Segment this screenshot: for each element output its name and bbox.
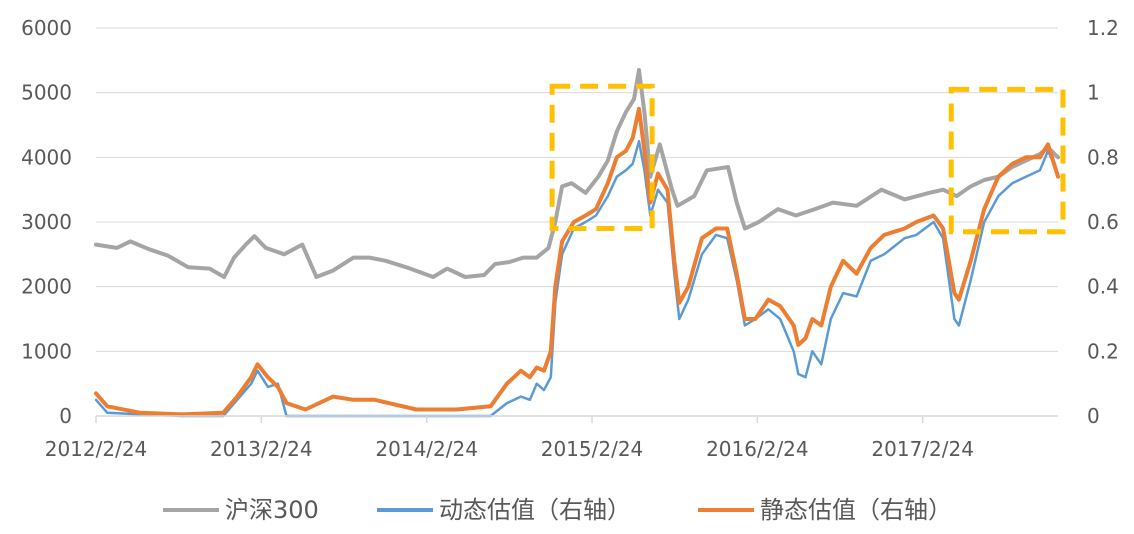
legend-label: 动态估值（右轴） [439, 496, 631, 524]
left-y-tick-label: 0 [59, 404, 72, 428]
left-y-axis: 0 1000 2000 3000 4000 5000 6000 [21, 16, 72, 428]
left-y-tick-label: 4000 [21, 145, 72, 169]
series-line-2 [94, 139, 1060, 418]
right-y-tick-label: 0.6 [1087, 210, 1119, 234]
series-lines [94, 68, 1060, 418]
x-tick-label: 2015/2/24 [541, 437, 644, 461]
legend-label: 沪深300 [225, 496, 319, 524]
left-y-tick-label: 5000 [21, 81, 72, 105]
right-y-tick-label: 0.8 [1087, 145, 1119, 169]
legend: 沪深300 动态估值（右轴） 静态估值（右轴） [163, 496, 952, 524]
right-y-tick-label: 0 [1087, 404, 1100, 428]
left-y-tick-label: 3000 [21, 210, 72, 234]
right-y-tick-label: 0.2 [1087, 339, 1119, 363]
series-line-1 [94, 68, 1060, 279]
gridlines [96, 27, 1058, 352]
x-tick-label: 2014/2/24 [375, 437, 478, 461]
left-y-tick-label: 6000 [21, 16, 72, 40]
highlight-box-1 [549, 83, 655, 231]
right-y-tick-label: 0.4 [1087, 275, 1119, 299]
left-y-tick-label: 2000 [21, 275, 72, 299]
right-y-axis: 0 0.2 0.4 0.6 0.8 1 1.2 [1087, 16, 1119, 428]
x-tick-label: 2016/2/24 [706, 437, 809, 461]
highlight-boxes [549, 83, 1066, 235]
legend-label: 静态估值（右轴） [760, 496, 952, 524]
series-line-3 [94, 106, 1060, 417]
right-y-tick-label: 1 [1087, 81, 1100, 105]
x-axis: 2012/2/24 2013/2/24 2014/2/24 2015/2/24 2016… [45, 415, 1058, 461]
right-y-tick-label: 1.2 [1087, 16, 1119, 40]
left-y-tick-label: 1000 [21, 339, 72, 363]
x-tick-label: 2017/2/24 [871, 437, 974, 461]
x-tick-label: 2013/2/24 [210, 437, 313, 461]
highlight-box-2 [948, 86, 1066, 235]
x-tick-label: 2012/2/24 [45, 437, 148, 461]
